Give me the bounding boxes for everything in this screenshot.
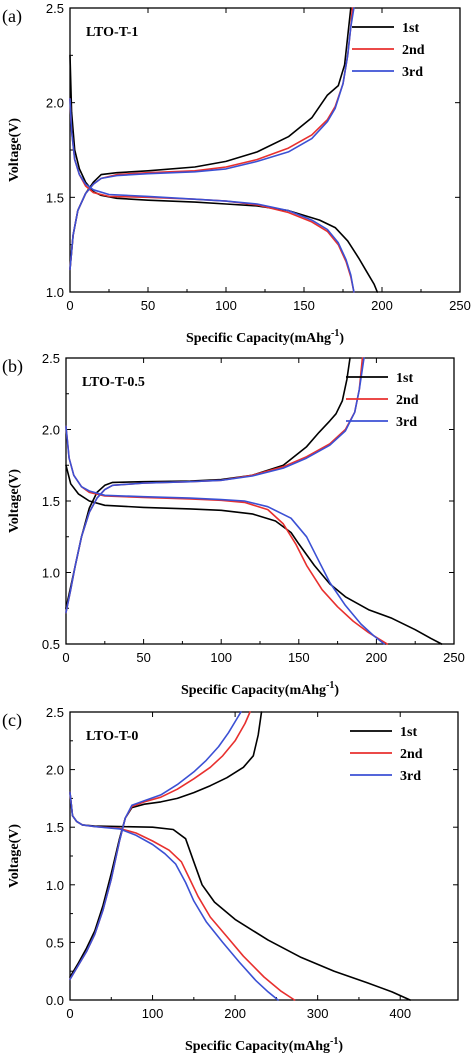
y-tick-label: 2.0 (46, 763, 64, 778)
x-tick-label: 150 (288, 650, 310, 665)
series-2nd-discharge-line (65, 425, 389, 645)
legend-label: 2nd (402, 43, 425, 58)
y-tick-label: 2.5 (46, 705, 64, 720)
x-axis-title-sup: -1 (326, 680, 334, 691)
x-tick-label: 0 (62, 650, 69, 665)
chart-panel-3: 0 100 200 300 400 0.0 0.5 1.0 1.5 2.0 2.5 LTO-T-0 1s… (2, 705, 459, 1054)
x-axis-title-main: Specific Capacity(mAhg (185, 1039, 330, 1054)
y-tick-label: 0.5 (42, 637, 60, 652)
x-axis-title: Specific Capacity(mAhg-1) (181, 680, 339, 698)
y-tick-label: 2.0 (42, 423, 60, 438)
y-tick-label: 1.0 (46, 285, 64, 300)
x-tick-label: 150 (293, 298, 315, 313)
x-axis-title-end: ) (338, 1039, 343, 1054)
x-axis-title: Specific Capacity(mAhg-1) (186, 328, 344, 346)
series-3rd-charge-line (69, 711, 242, 981)
x-axis-title-main: Specific Capacity(mAhg (186, 331, 331, 346)
x-tick-label: 200 (366, 650, 388, 665)
chart-panel-2: 0 50 100 150 200 250 0.5 1.0 1.5 2.0 2.5 LTO-T-0.5 1… (2, 351, 465, 698)
x-tick-label: 200 (224, 1006, 246, 1021)
x-axis-title: Specific Capacity(mAhg-1) (185, 1036, 343, 1054)
x-axis-title-end: ) (339, 331, 344, 346)
legend-label: 3rd (396, 415, 417, 430)
x-axis-title-end: ) (334, 683, 339, 698)
series-2nd-charge-line (65, 357, 364, 614)
x-axis-title-main: Specific Capacity(mAhg (181, 683, 326, 698)
legend-label: 1st (400, 725, 417, 740)
series-2nd-discharge-line (69, 791, 296, 1001)
legend-label: 3rd (402, 65, 423, 80)
x-tick-label: 0 (66, 1006, 73, 1021)
y-tick-label: 2.0 (46, 96, 64, 111)
y-tick-label: 0.5 (46, 935, 64, 950)
x-tick-label: 100 (210, 650, 232, 665)
y-tick-label: 1.0 (46, 878, 64, 893)
x-tick-label: 50 (141, 298, 155, 313)
y-tick-label: 0.0 (46, 993, 64, 1008)
series-3rd-charge-line (69, 7, 355, 271)
chart-panel-1: 0 50 100 150 200 250 1.0 1.5 2.0 2.5 LTO-T-1 1st 2nd… (2, 1, 471, 346)
y-tick-label: 1.5 (46, 820, 64, 835)
legend-label: 2nd (396, 393, 419, 408)
y-tick-label: 2.5 (42, 351, 60, 366)
sample-label: LTO-T-0 (86, 729, 138, 744)
y-tick-label: 1.5 (46, 190, 64, 205)
y-tick-label: 1.5 (42, 494, 60, 509)
y-tick-label: 1.0 (42, 566, 60, 581)
series-1st-discharge-line (69, 54, 379, 293)
x-tick-label: 300 (307, 1006, 329, 1021)
legend-label: 1st (402, 21, 419, 36)
series-1st-charge-line (69, 711, 263, 978)
panel-tag: (c) (2, 710, 22, 731)
panel-tag: (a) (2, 6, 22, 27)
x-tick-label: 200 (371, 298, 393, 313)
sample-label: LTO-T-1 (86, 25, 138, 40)
x-tick-label: 250 (443, 650, 465, 665)
x-tick-label: 250 (449, 298, 471, 313)
series-1st-discharge-line (69, 791, 411, 1001)
legend-label: 1st (396, 371, 413, 386)
series-3rd-discharge-line (69, 98, 355, 293)
y-tick-label: 2.5 (46, 1, 64, 16)
x-tick-label: 0 (66, 298, 73, 313)
x-tick-label: 400 (389, 1006, 411, 1021)
legend-label: 3rd (400, 769, 421, 784)
series-1st-charge-line (65, 357, 351, 610)
x-axis-title-sup: -1 (330, 1036, 338, 1047)
x-tick-label: 100 (215, 298, 237, 313)
y-axis-title: Voltage(V) (7, 118, 22, 182)
series-2nd-charge-line (69, 7, 354, 271)
panel-tag: (b) (2, 356, 23, 377)
series-1st-charge-line (69, 7, 352, 271)
x-tick-label: 100 (142, 1006, 164, 1021)
series-3rd-charge-line (65, 357, 365, 614)
y-axis-title: Voltage(V) (7, 469, 22, 533)
x-axis-title-sup: -1 (331, 328, 339, 339)
series-1st-discharge-line (65, 464, 443, 645)
legend-label: 2nd (400, 747, 423, 762)
series-3rd-discharge-line (65, 425, 386, 645)
x-tick-label: 50 (136, 650, 150, 665)
series-3rd-discharge-line (69, 791, 279, 1001)
y-axis-title: Voltage(V) (7, 824, 22, 888)
sample-label: LTO-T-0.5 (82, 375, 145, 390)
